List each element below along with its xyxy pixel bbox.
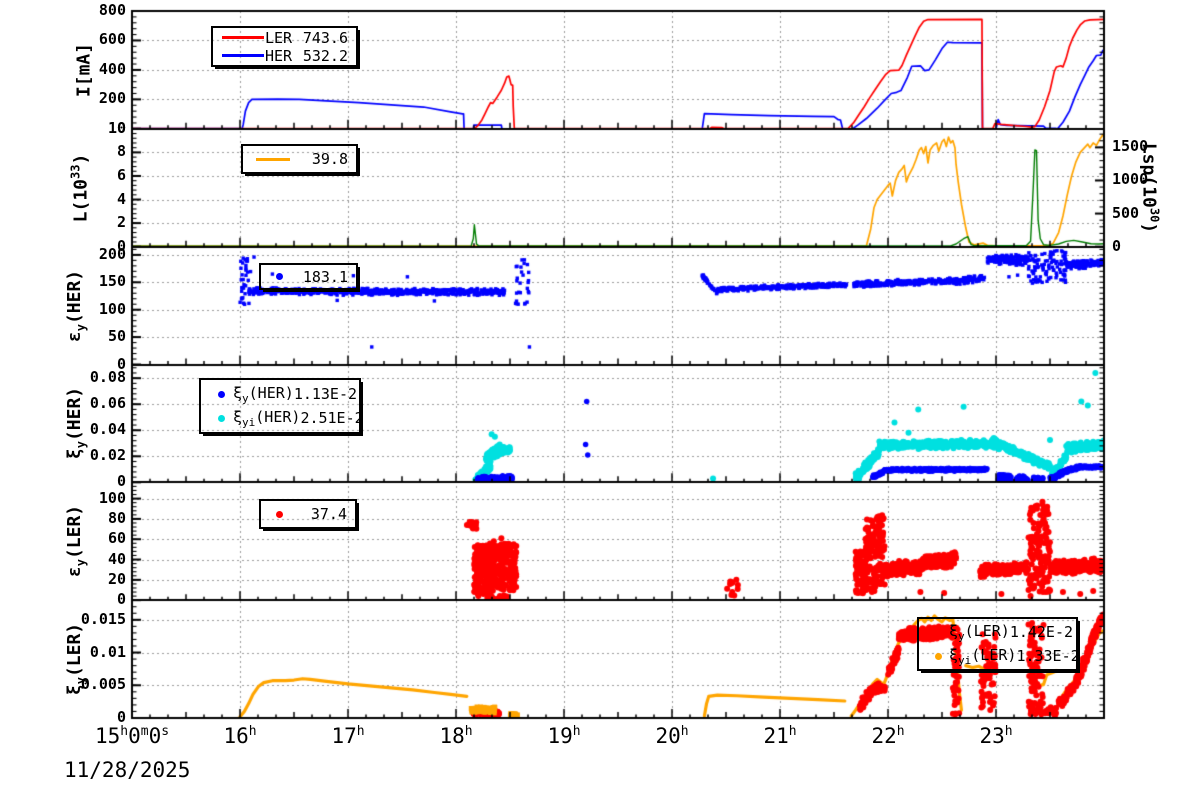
y-tick-label: 150 — [98, 272, 126, 291]
y-tick-label: 0.015 — [80, 609, 126, 628]
xy-ler-dot-icon — [927, 628, 949, 636]
x-tick-label: 21h — [763, 724, 797, 748]
y-tick-label: 200 — [98, 244, 126, 263]
y-tick-label: 0.04 — [89, 420, 126, 439]
legend-current: LER 743.6 HER 532.2 — [211, 26, 358, 67]
y-tick-label: 10 — [107, 118, 126, 137]
legend-xy-her: ξy(HER) 1.13E-2 ξyi(HER) 2.51E-2 — [199, 378, 364, 434]
x-tick-label: 23h — [979, 724, 1013, 748]
y-tick-label: 0.01 — [89, 642, 126, 661]
lumi-line-swatch-icon — [251, 157, 295, 161]
legend-value: 1.13E-2 — [293, 385, 358, 403]
y-axis-label-luminosity: L(1033) — [68, 153, 92, 223]
x-tick-label: 17h — [331, 724, 365, 748]
her-line-swatch-icon — [221, 54, 265, 57]
x-tick-label-first: 15h0m0s — [94, 724, 170, 748]
legend-row-xyi-ler: ξyi(LER) 1.33E-2 — [927, 644, 1080, 668]
y-tick-label: 0.08 — [89, 368, 126, 387]
y-tick-label: 60 — [107, 529, 126, 548]
y-tick-label: 100 — [98, 488, 126, 507]
legend-row-ey-ler: 37.4 — [269, 503, 347, 525]
y-tick-label: 0 — [116, 118, 126, 137]
legend-row-xy-her: ξy(HER) 1.13E-2 — [209, 382, 357, 406]
y-tick-label: 50 — [107, 327, 126, 346]
right-y-tick-label: 1500 — [1112, 137, 1149, 156]
legend-value: 37.4 — [310, 505, 347, 523]
legend-value: 743.6 — [302, 28, 348, 47]
y-tick-label: 800 — [98, 0, 126, 19]
legend-row-ler: LER 743.6 — [221, 29, 348, 47]
y-tick-label: 0 — [116, 708, 126, 726]
y-tick-label: 20 — [107, 569, 126, 588]
legend-ey-ler: 37.4 — [259, 499, 357, 529]
y-tick-label: 80 — [107, 508, 126, 527]
x-tick-label: 16h — [223, 724, 257, 748]
legend-value: 39.8 — [311, 150, 348, 168]
y-tick-label: 4 — [116, 189, 126, 208]
y-tick-label: 40 — [107, 549, 126, 568]
y-tick-label: 600 — [98, 30, 126, 49]
right-y-tick-label: 0 — [1112, 236, 1122, 255]
legend-label: LER — [265, 28, 293, 47]
legend-label: ξyi(LER) — [949, 645, 1017, 667]
legend-row-lumi: 39.8 — [251, 148, 348, 170]
legend-value: 183.1 — [302, 267, 348, 286]
legend-row-ey-her: 183.1 — [269, 266, 348, 287]
legend-row-her: HER 532.2 — [221, 47, 348, 65]
legend-value: 1.33E-2 — [1016, 647, 1080, 665]
legend-label: HER — [265, 46, 293, 65]
legend-xy-ler: ξy(LER) 1.42E-2 ξyi(LER) 1.33E-2 — [917, 617, 1080, 671]
legend-label: ξy(HER) — [233, 383, 294, 405]
legend-row-xyi-her: ξyi(HER) 2.51E-2 — [209, 406, 364, 430]
legend-label: ξyi(HER) — [233, 407, 301, 429]
xyi-her-dot-icon — [209, 414, 233, 422]
y-tick-label: 0 — [116, 472, 126, 491]
date-label: 11/28/2025 — [64, 758, 191, 782]
x-tick-label: 22h — [871, 724, 905, 748]
y-tick-label: 0 — [116, 354, 126, 373]
ler-line-swatch-icon — [221, 36, 265, 39]
x-tick-label: 20h — [655, 724, 689, 748]
y-tick-label: 0.06 — [89, 394, 126, 413]
ey-ler-dot-icon — [269, 510, 289, 518]
legend-value: 1.42E-2 — [1009, 623, 1074, 641]
legend-label: ξy(LER) — [949, 621, 1010, 643]
x-tick-label: 18h — [439, 724, 473, 748]
legend-value: 2.51E-2 — [300, 409, 364, 427]
y-tick-label: 400 — [98, 59, 126, 78]
y-tick-label: 100 — [98, 299, 126, 318]
y-tick-label: 2 — [116, 213, 126, 232]
y-tick-label: 200 — [98, 89, 126, 108]
y-tick-label: 0 — [116, 590, 126, 609]
y-tick-label: 6 — [116, 165, 126, 184]
x-tick-label: 19h — [547, 724, 581, 748]
right-y-tick-label: 1000 — [1112, 170, 1149, 189]
legend-value: 532.2 — [302, 46, 348, 65]
legend-row-xy-ler: ξy(LER) 1.42E-2 — [927, 620, 1073, 644]
xyi-ler-dot-icon — [927, 652, 949, 660]
y-tick-label: 8 — [116, 142, 126, 161]
y-tick-label: 0.005 — [80, 675, 126, 694]
legend-ey-her: 183.1 — [259, 263, 358, 290]
right-y-tick-label: 500 — [1112, 203, 1140, 222]
xy-her-dot-icon — [209, 390, 233, 398]
ey-her-dot-icon — [269, 273, 289, 280]
y-tick-label: 0.02 — [89, 446, 126, 465]
legend-luminosity: 39.8 — [241, 144, 358, 174]
y-tick-label: 0 — [116, 236, 126, 255]
